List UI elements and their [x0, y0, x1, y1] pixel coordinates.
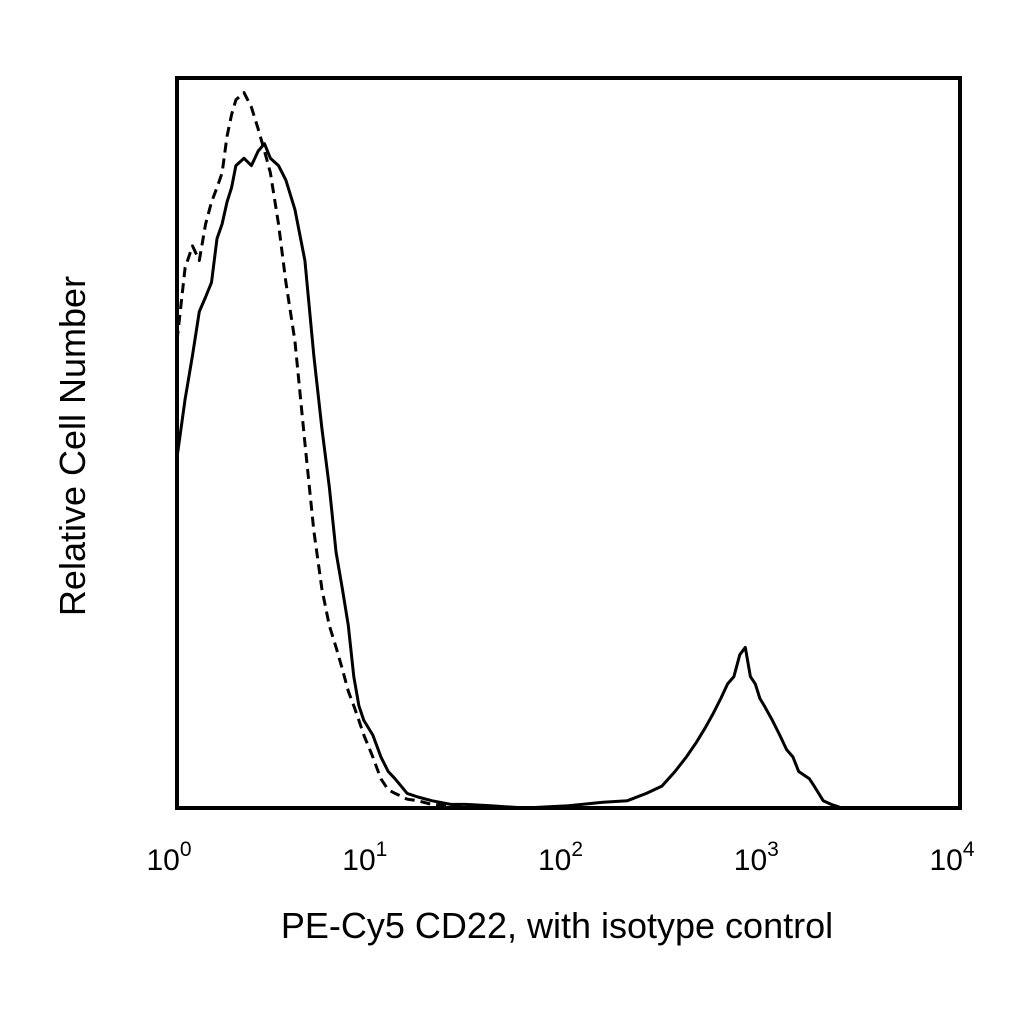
x-tick-label: 102	[538, 838, 583, 877]
x-axis-title: PE-Cy5 CD22, with isotype control	[281, 905, 833, 946]
histogram-series-solid	[175, 142, 843, 810]
x-tick-label: 100	[146, 838, 191, 877]
plot-frame	[175, 76, 962, 810]
x-tick-label: 104	[929, 838, 974, 877]
histogram-series-dashed	[175, 91, 569, 810]
x-tick-label: 103	[734, 838, 779, 877]
x-tick-label: 101	[342, 838, 387, 877]
x-axis-tick-labels: 100 101 102 103 104	[146, 838, 974, 877]
y-axis-title: Relative Cell Number	[52, 276, 93, 616]
histogram-lines	[175, 91, 843, 810]
